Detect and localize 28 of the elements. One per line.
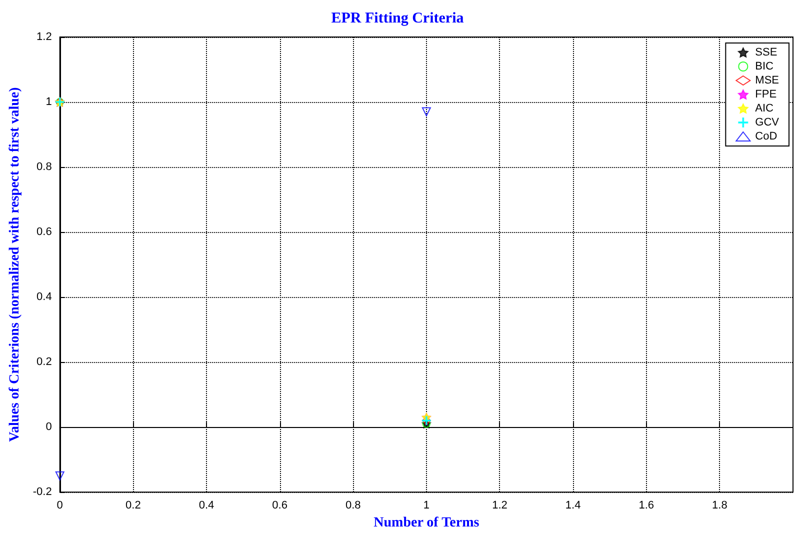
legend-label: GCV [755,116,780,128]
y-axis-title: Values of Criterions (normalized with respect to first value) [8,86,22,442]
y-tick-label: 0.4 [36,291,52,304]
y-tick-label: 0.8 [36,161,52,174]
x-tick-label: 0.6 [272,500,288,512]
y-tick-label: 0 [46,421,52,434]
legend-label: MSE [755,74,780,86]
x-tick-label: 1.2 [492,500,508,512]
legend-label: FPE [755,88,777,100]
y-tick-label: -0.2 [32,486,52,498]
legend-label: AIC [755,102,774,114]
legend-label: SSE [755,46,778,58]
legend-label: CoD [755,130,778,142]
x-tick-label: 0 [56,500,63,512]
y-tick-label: 0.6 [36,226,52,238]
x-tick-label: 0.8 [345,500,361,512]
chart-title: EPR Fitting Criteria [331,10,464,26]
x-tick-label: 0.4 [198,500,214,512]
x-tick-label: 1.8 [712,500,728,512]
y-tick-label: 1.2 [36,31,52,43]
y-tick-label: 1 [46,96,52,108]
x-tick-label: 0.2 [126,500,141,512]
legend-label: BIC [755,60,774,72]
x-tick-label: 1.4 [565,500,581,512]
x-axis-title: Number of Terms [374,516,480,530]
y-tick-label: 0.2 [36,356,52,368]
x-tick-label: 1 [423,500,430,512]
x-tick-label: 1.6 [638,500,654,512]
